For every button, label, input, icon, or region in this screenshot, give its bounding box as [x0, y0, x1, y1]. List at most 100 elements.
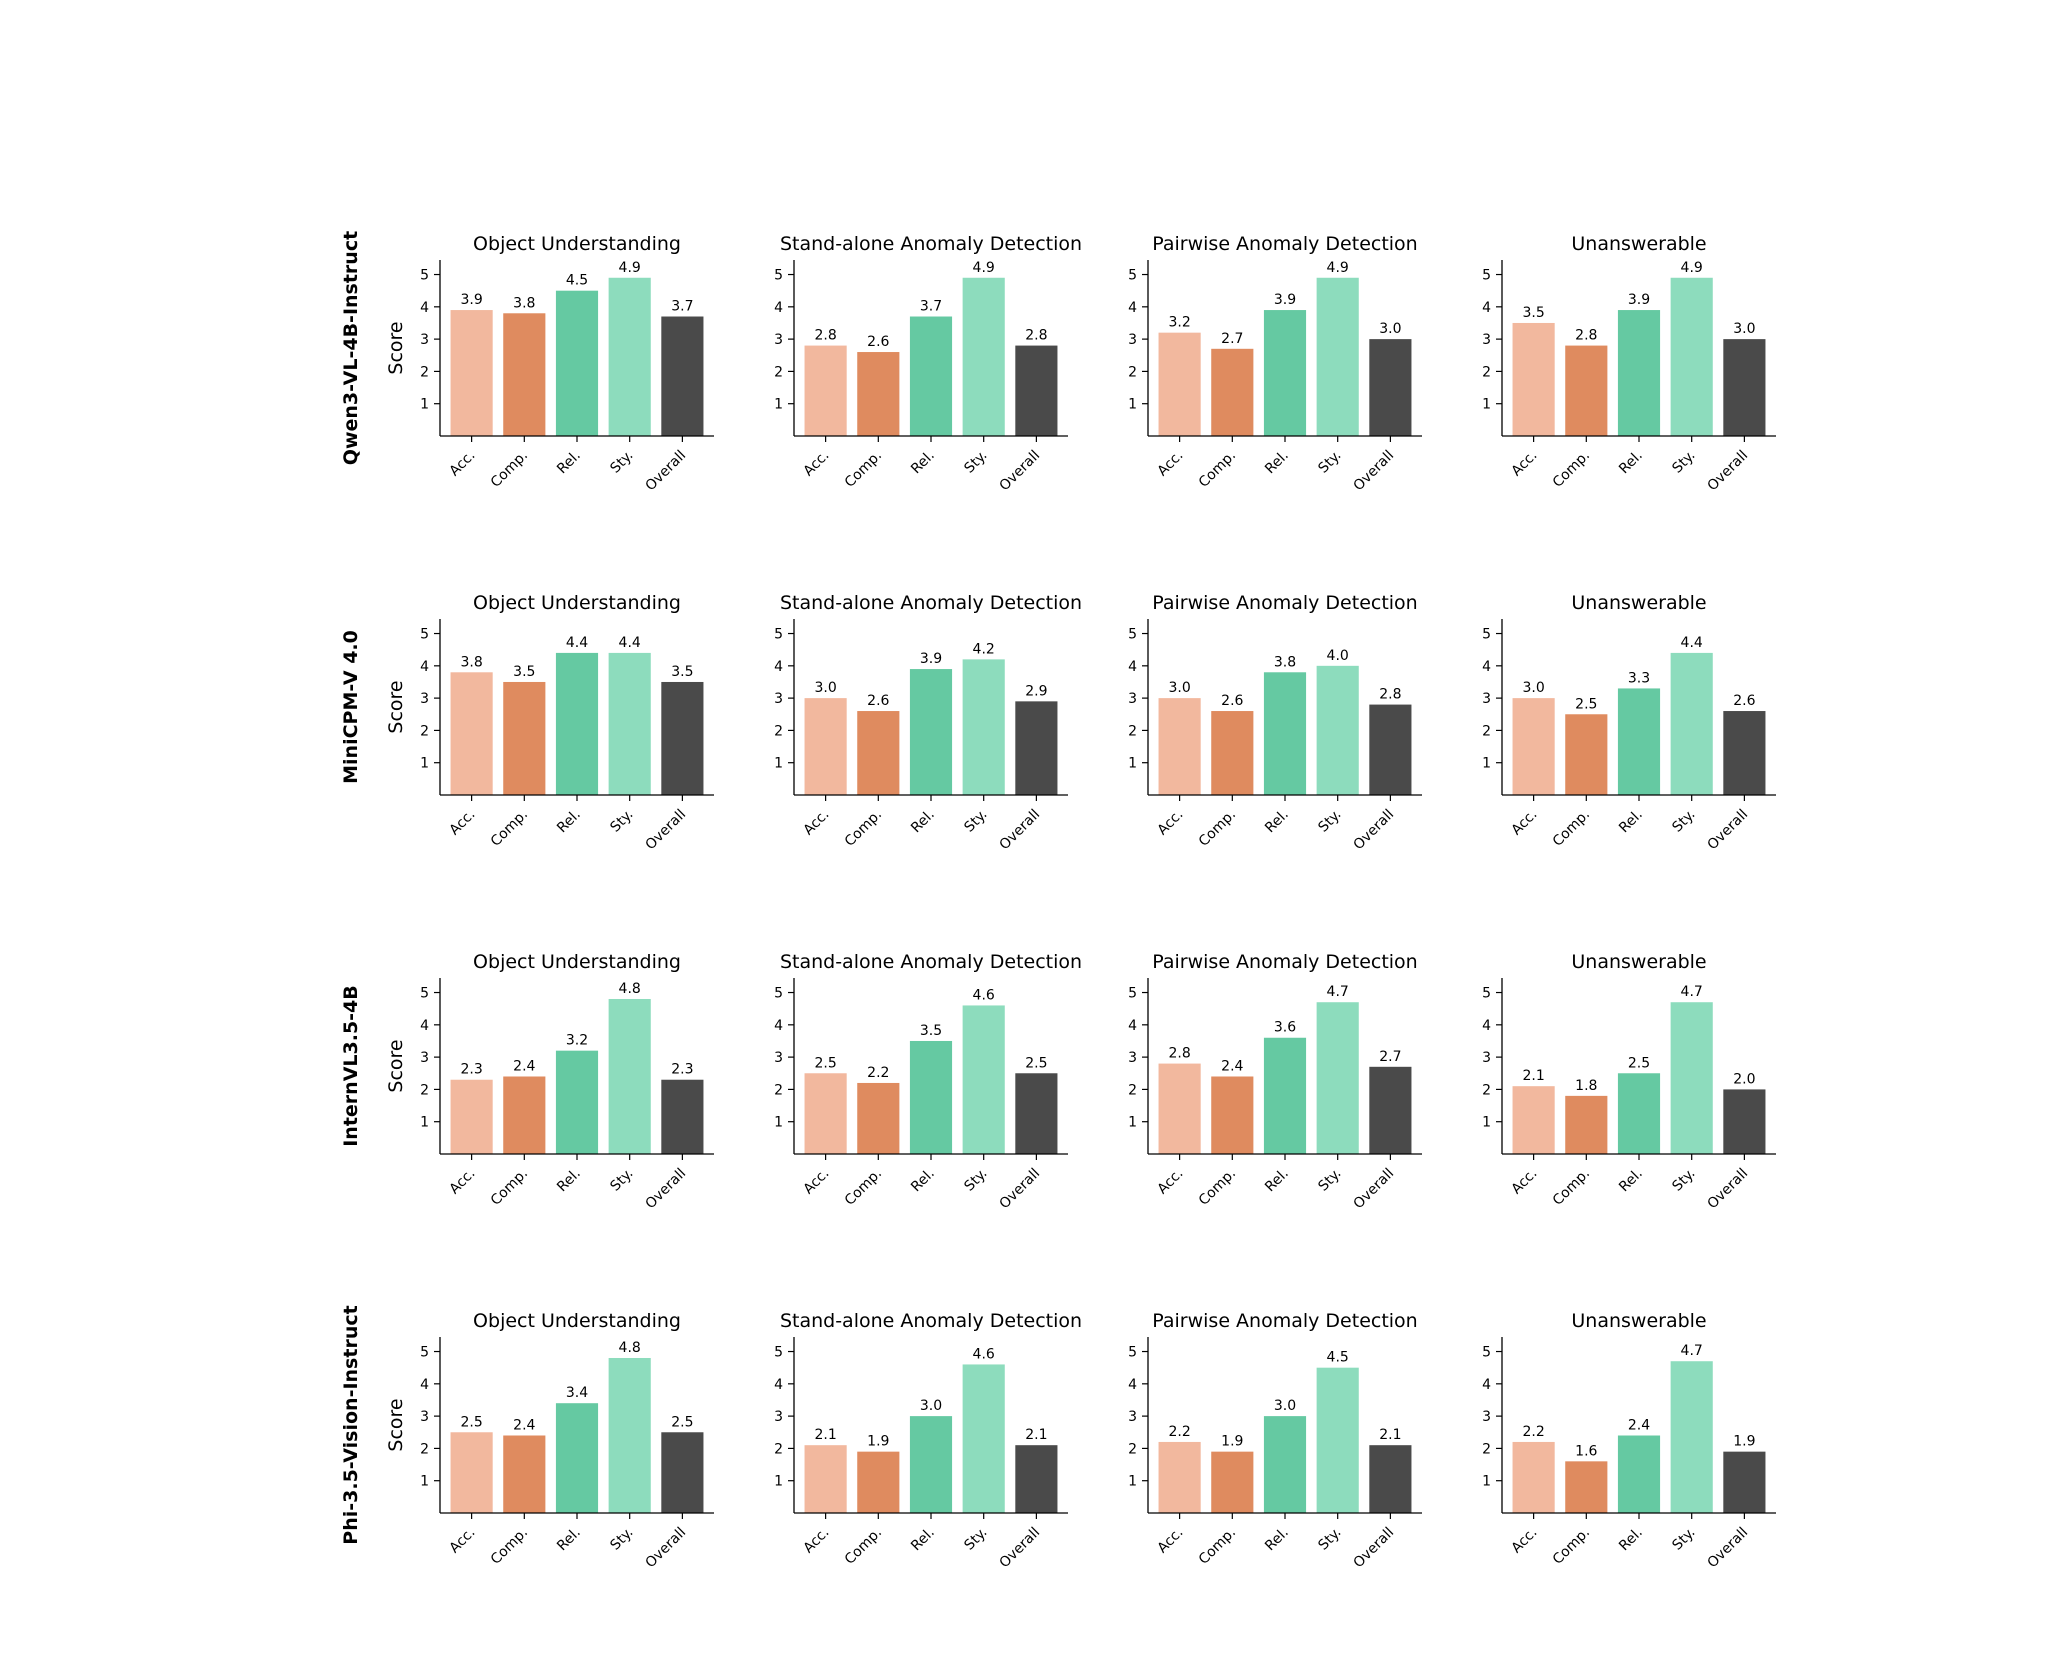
- bar: [857, 1451, 900, 1513]
- chart-panel: Object Understanding 3.9 Acc. 3.8 Comp. 4.5 Re…: [340, 231, 714, 494]
- x-tick-label: Comp.: [1550, 1166, 1593, 1209]
- bar: [1512, 322, 1555, 436]
- y-axis-label: Score: [385, 321, 407, 374]
- x-tick-label: Rel.: [1616, 1166, 1646, 1196]
- panel-title: Stand-alone Anomaly Detection: [780, 951, 1082, 973]
- bar: [1211, 1451, 1254, 1513]
- bar-value-label: 2.2: [867, 1065, 889, 1081]
- bar-value-label: 2.8: [1575, 328, 1597, 344]
- y-tick-label: 5: [1482, 986, 1491, 1002]
- bar-value-label: 3.9: [460, 292, 482, 308]
- y-tick-label: 3: [1482, 332, 1491, 348]
- y-tick-label: 5: [420, 986, 429, 1002]
- bar: [804, 345, 847, 436]
- x-tick-label: Comp.: [1550, 807, 1593, 850]
- chart-panel: Stand-alone Anomaly Detection 2.8 Acc. 2.6 C…: [774, 233, 1082, 494]
- bar: [1369, 1066, 1412, 1154]
- x-tick-label: Sty.: [607, 807, 636, 836]
- x-tick-label: Comp.: [488, 1525, 531, 1568]
- y-tick-label: 2: [1128, 1441, 1137, 1457]
- bar: [1316, 1002, 1359, 1154]
- y-tick-label: 5: [774, 986, 783, 1002]
- y-tick-label: 1: [774, 1474, 783, 1490]
- y-tick-label: 5: [1128, 268, 1137, 284]
- x-tick-label: Sty.: [961, 448, 990, 477]
- x-tick-label: Overall: [643, 807, 690, 854]
- bar: [1617, 688, 1661, 795]
- bar-value-label: 4.9: [619, 260, 641, 276]
- bar-value-label: 2.6: [867, 693, 889, 709]
- y-tick-label: 3: [774, 1409, 783, 1425]
- y-axis-label: Score: [385, 1039, 407, 1092]
- y-tick-label: 3: [1128, 1409, 1137, 1425]
- bar-value-label: 2.4: [1628, 1417, 1650, 1433]
- bar: [1670, 1002, 1713, 1154]
- panel-title: Object Understanding: [473, 951, 681, 973]
- bar-value-label: 3.5: [1522, 305, 1544, 321]
- y-tick-label: 1: [1128, 1474, 1137, 1490]
- bar-value-label: 2.4: [513, 1058, 535, 1074]
- bar: [1263, 672, 1307, 795]
- row-model-label: Qwen3-VL-4B-Instruct: [340, 231, 362, 465]
- bar-value-label: 2.6: [1733, 693, 1755, 709]
- y-tick-label: 1: [1128, 1115, 1137, 1131]
- x-tick-label: Overall: [643, 448, 690, 495]
- x-tick-label: Comp.: [1196, 1525, 1239, 1568]
- bar-value-label: 2.1: [1522, 1068, 1544, 1084]
- x-tick-label: Sty.: [961, 1166, 990, 1195]
- chart-panel: Stand-alone Anomaly Detection 2.1 Acc. 1.9 C…: [774, 1310, 1082, 1571]
- y-tick-label: 4: [1128, 300, 1137, 316]
- bar: [857, 352, 900, 436]
- bar: [661, 1079, 704, 1154]
- bar-value-label: 4.2: [973, 641, 995, 657]
- bar: [450, 672, 493, 795]
- bar: [1211, 1076, 1254, 1154]
- x-tick-label: Sty.: [607, 1525, 636, 1554]
- y-tick-label: 4: [420, 1018, 429, 1034]
- bar-value-label: 3.9: [1274, 292, 1296, 308]
- x-tick-label: Acc.: [1508, 1525, 1540, 1557]
- chart-panel: Stand-alone Anomaly Detection 2.5 Acc. 2.2 C…: [774, 951, 1082, 1212]
- bar-value-label: 2.9: [1025, 683, 1047, 699]
- bar-value-label: 2.7: [1221, 331, 1243, 347]
- bar: [1565, 1461, 1608, 1513]
- bar-value-label: 4.0: [1327, 648, 1349, 664]
- bar-value-label: 2.0: [1733, 1071, 1755, 1087]
- x-tick-label: Overall: [1351, 448, 1398, 495]
- x-tick-label: Acc.: [800, 1166, 832, 1198]
- bar-value-label: 1.9: [1221, 1434, 1243, 1450]
- y-tick-label: 5: [420, 1345, 429, 1361]
- panel-title: Unanswerable: [1571, 592, 1706, 614]
- panel-title: Pairwise Anomaly Detection: [1152, 592, 1417, 614]
- y-tick-label: 2: [420, 1441, 429, 1457]
- bar-value-label: 2.6: [867, 334, 889, 350]
- bar-value-label: 2.5: [1025, 1055, 1047, 1071]
- bar-value-label: 1.8: [1575, 1078, 1597, 1094]
- chart-panel: Object Understanding 2.5 Acc. 2.4 Comp. 3.4 Re…: [340, 1305, 714, 1571]
- bar: [555, 290, 599, 436]
- x-tick-label: Acc.: [800, 1525, 832, 1557]
- y-tick-label: 1: [1482, 1474, 1491, 1490]
- bar-value-label: 4.7: [1681, 984, 1703, 1000]
- y-tick-label: 3: [420, 1409, 429, 1425]
- bar-value-label: 3.6: [1274, 1020, 1296, 1036]
- bar-value-label: 3.4: [566, 1385, 588, 1401]
- chart-panel: Object Understanding 2.3 Acc. 2.4 Comp. 3.2 Re…: [340, 951, 714, 1212]
- y-tick-label: 3: [1482, 1409, 1491, 1425]
- bar: [1158, 332, 1201, 436]
- bar-value-label: 3.3: [1628, 670, 1650, 686]
- y-tick-label: 1: [1482, 397, 1491, 413]
- x-tick-label: Sty.: [1669, 807, 1698, 836]
- bar-value-label: 3.0: [814, 680, 836, 696]
- panel-title: Unanswerable: [1571, 233, 1706, 255]
- y-tick-label: 4: [1128, 1377, 1137, 1393]
- bar: [608, 277, 651, 436]
- bar-value-label: 4.5: [566, 273, 588, 289]
- bar-value-label: 2.7: [1379, 1049, 1401, 1065]
- bar: [450, 310, 493, 436]
- bar-value-label: 2.5: [814, 1055, 836, 1071]
- x-tick-label: Rel.: [554, 1525, 584, 1555]
- x-tick-label: Acc.: [1154, 1525, 1186, 1557]
- x-tick-label: Rel.: [1262, 1525, 1292, 1555]
